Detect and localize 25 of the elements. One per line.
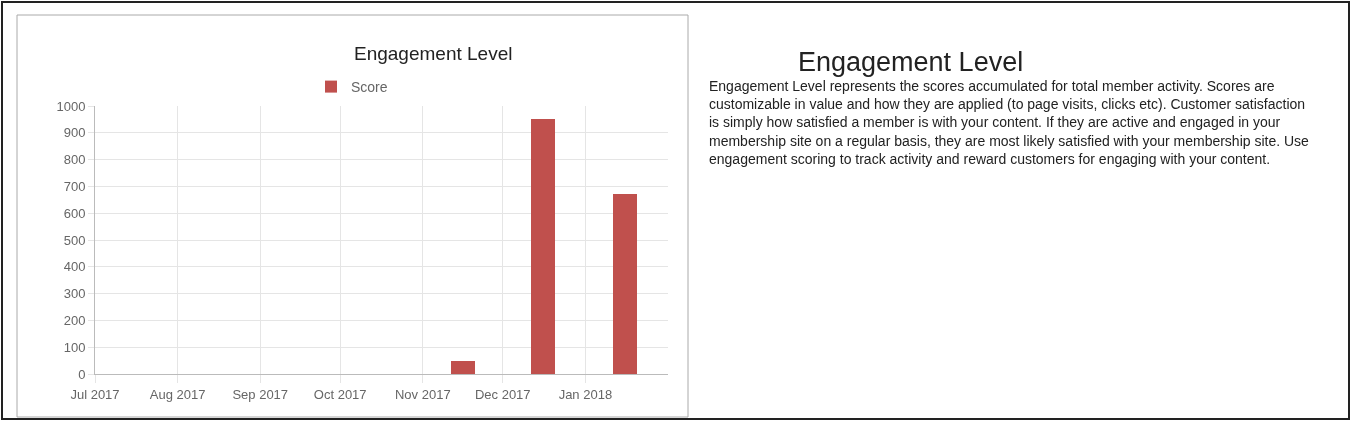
- bar: [531, 119, 555, 374]
- x-tick-label: Aug 2017: [149, 386, 206, 402]
- y-tick-label: 200: [63, 312, 86, 328]
- x-tick-label: Sep 2017: [232, 386, 289, 402]
- y-tick-label: 400: [63, 259, 86, 275]
- text: Engagement Level: [798, 47, 1024, 77]
- legend-label: Score: [351, 79, 388, 96]
- text: Engagement Level represents the scores accumulated for total member activity. Scores are customizable in value and how they are applied (to page visits, clicks etc). Customer satisfaction is simply how satisfied a member is with your content. If they are active and engaged in your membership site on a regular basis, they are most likely satisfied with your membership site. Use engagement scoring to track activity and reward customers for engaging with your content.: [709, 78, 1310, 167]
- x-tick-label: Nov 2017: [394, 386, 451, 402]
- x-tick-label: Jan 2018: [558, 386, 613, 402]
- x-tick-label: Oct 2017: [313, 386, 367, 402]
- y-tick-label: 0: [78, 366, 86, 382]
- bar: [613, 194, 637, 374]
- chart-title: Engagement Level: [354, 43, 513, 64]
- x-tick-label: Dec 2017: [474, 386, 531, 402]
- x-tick-label: Jul 2017: [70, 386, 120, 402]
- y-tick-label: 300: [63, 286, 86, 302]
- y-tick-label: 600: [63, 205, 86, 221]
- bar: [451, 361, 475, 374]
- y-tick-label: 1000: [56, 98, 86, 114]
- y-tick-label: 900: [63, 125, 86, 141]
- y-tick-label: 500: [63, 232, 86, 248]
- y-tick-label: 800: [63, 152, 86, 168]
- y-tick-label: 100: [63, 339, 86, 355]
- y-tick-label: 700: [63, 178, 86, 194]
